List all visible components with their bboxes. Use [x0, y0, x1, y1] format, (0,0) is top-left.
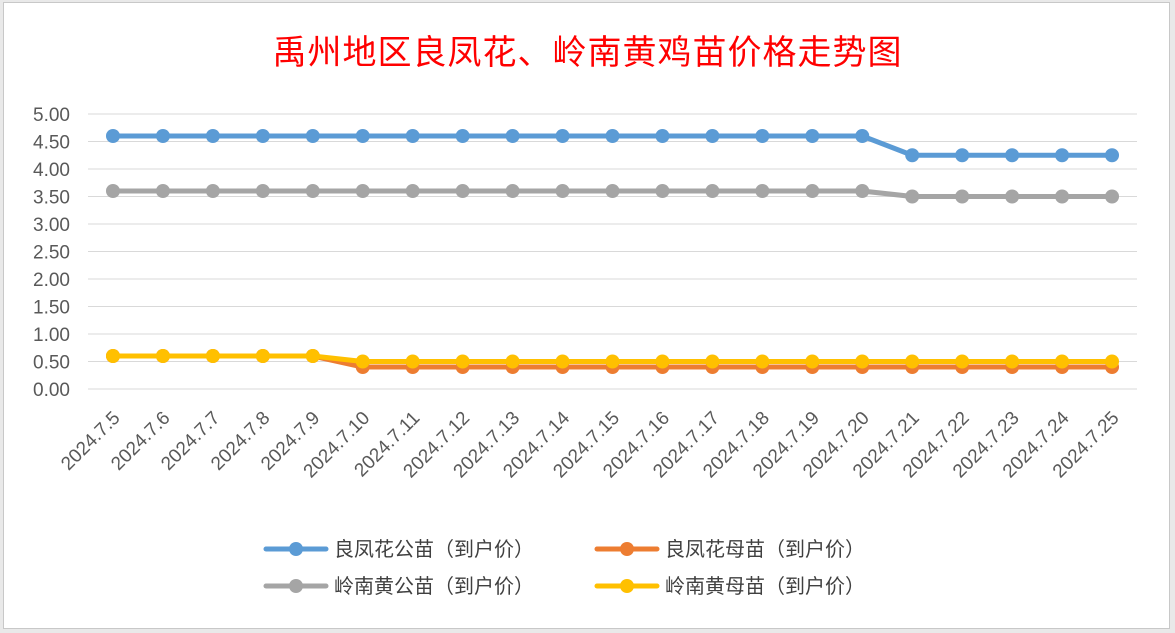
y-tick-label: 0.50 [33, 353, 70, 374]
data-point [505, 129, 520, 143]
y-tick-label: 4.50 [33, 133, 70, 154]
series-lines [105, 129, 1120, 374]
data-point [105, 129, 120, 143]
data-point [905, 148, 920, 163]
legend: 良凤花公苗（到户价） 良凤花母苗（到户价） 岭南黄公苗（到户价） 岭南黄母苗（到户价） [263, 537, 865, 598]
y-tick-label: 2.00 [33, 270, 70, 291]
data-point [555, 184, 570, 198]
data-point [1055, 354, 1070, 369]
data-point [1105, 354, 1120, 369]
y-tick-label: 5.00 [33, 105, 70, 126]
data-point [305, 184, 320, 198]
y-tick-label: 1.50 [33, 298, 70, 319]
data-point [455, 184, 470, 198]
y-tick-label: 3.50 [33, 188, 70, 209]
data-point [605, 184, 620, 198]
data-point [805, 184, 820, 198]
data-point [555, 354, 570, 369]
data-point [505, 184, 520, 198]
y-tick-label: 1.00 [33, 325, 70, 346]
data-point [955, 189, 970, 204]
x-axis-ticks: 2024.7.52024.7.62024.7.72024.7.82024.7.9… [57, 407, 1123, 482]
data-point [855, 129, 870, 143]
legend-label: 良凤花母苗（到户价） [665, 537, 865, 561]
data-point [705, 354, 720, 369]
data-point [255, 349, 270, 363]
data-point [1055, 189, 1070, 204]
data-point [255, 129, 270, 143]
data-point [655, 129, 670, 143]
data-point [455, 129, 470, 143]
y-tick-label: 0.00 [33, 380, 70, 401]
data-point [555, 129, 570, 143]
data-point [1105, 189, 1120, 204]
data-point [1105, 148, 1120, 163]
data-point [105, 349, 120, 363]
data-point [755, 184, 770, 198]
data-point [155, 349, 170, 363]
data-point [655, 184, 670, 198]
data-point [805, 354, 820, 369]
data-point [1005, 189, 1020, 204]
data-point [1055, 148, 1070, 163]
y-tick-label: 3.00 [33, 215, 70, 236]
data-point [855, 184, 870, 198]
data-point [855, 354, 870, 369]
y-tick-label: 2.50 [33, 243, 70, 264]
data-point [1005, 354, 1020, 369]
data-point [705, 129, 720, 143]
legend-label: 良凤花公苗（到户价） [334, 537, 534, 561]
legend-label: 岭南黄公苗（到户价） [334, 574, 534, 598]
data-point [355, 354, 370, 369]
data-point [905, 189, 920, 204]
data-point [355, 184, 370, 198]
data-point [605, 129, 620, 143]
data-point [205, 129, 220, 143]
data-point [955, 148, 970, 163]
data-point [405, 129, 420, 143]
data-point [755, 129, 770, 143]
chart-title: 禹州地区良凤花、岭南黄鸡苗价格走势图 [272, 33, 903, 73]
legend-swatch-marker [620, 542, 634, 556]
chart-frame: 禹州地区良凤花、岭南黄鸡苗价格走势图 0.00 0.50 1.00 1.50 2.00 2… [3, 2, 1170, 629]
data-point [355, 129, 370, 143]
data-point [805, 129, 820, 143]
data-point [205, 349, 220, 363]
data-point [255, 184, 270, 198]
data-point [605, 354, 620, 369]
legend-label: 岭南黄母苗（到户价） [665, 574, 865, 598]
data-point [955, 354, 970, 369]
data-point [505, 354, 520, 369]
data-point [455, 354, 470, 369]
data-point [405, 184, 420, 198]
data-point [755, 354, 770, 369]
data-point [905, 354, 920, 369]
line-chart: 0.00 0.50 1.00 1.50 2.00 2.50 3.00 3.50 4.00 4.50… [33, 105, 1137, 598]
data-point [705, 184, 720, 198]
y-tick-label: 4.00 [33, 160, 70, 181]
data-point [305, 129, 320, 143]
y-axis-ticks: 0.00 0.50 1.00 1.50 2.00 2.50 3.00 3.50 4.00 4.50… [33, 105, 70, 401]
data-point [205, 184, 220, 198]
data-point [105, 184, 120, 198]
data-point [305, 349, 320, 363]
data-point [1005, 148, 1020, 163]
data-point [655, 354, 670, 369]
legend-swatch-marker [620, 579, 634, 593]
legend-swatch-marker [289, 542, 303, 556]
legend-swatch-marker [289, 579, 303, 593]
data-point [405, 354, 420, 369]
data-point [155, 184, 170, 198]
data-point [155, 129, 170, 143]
